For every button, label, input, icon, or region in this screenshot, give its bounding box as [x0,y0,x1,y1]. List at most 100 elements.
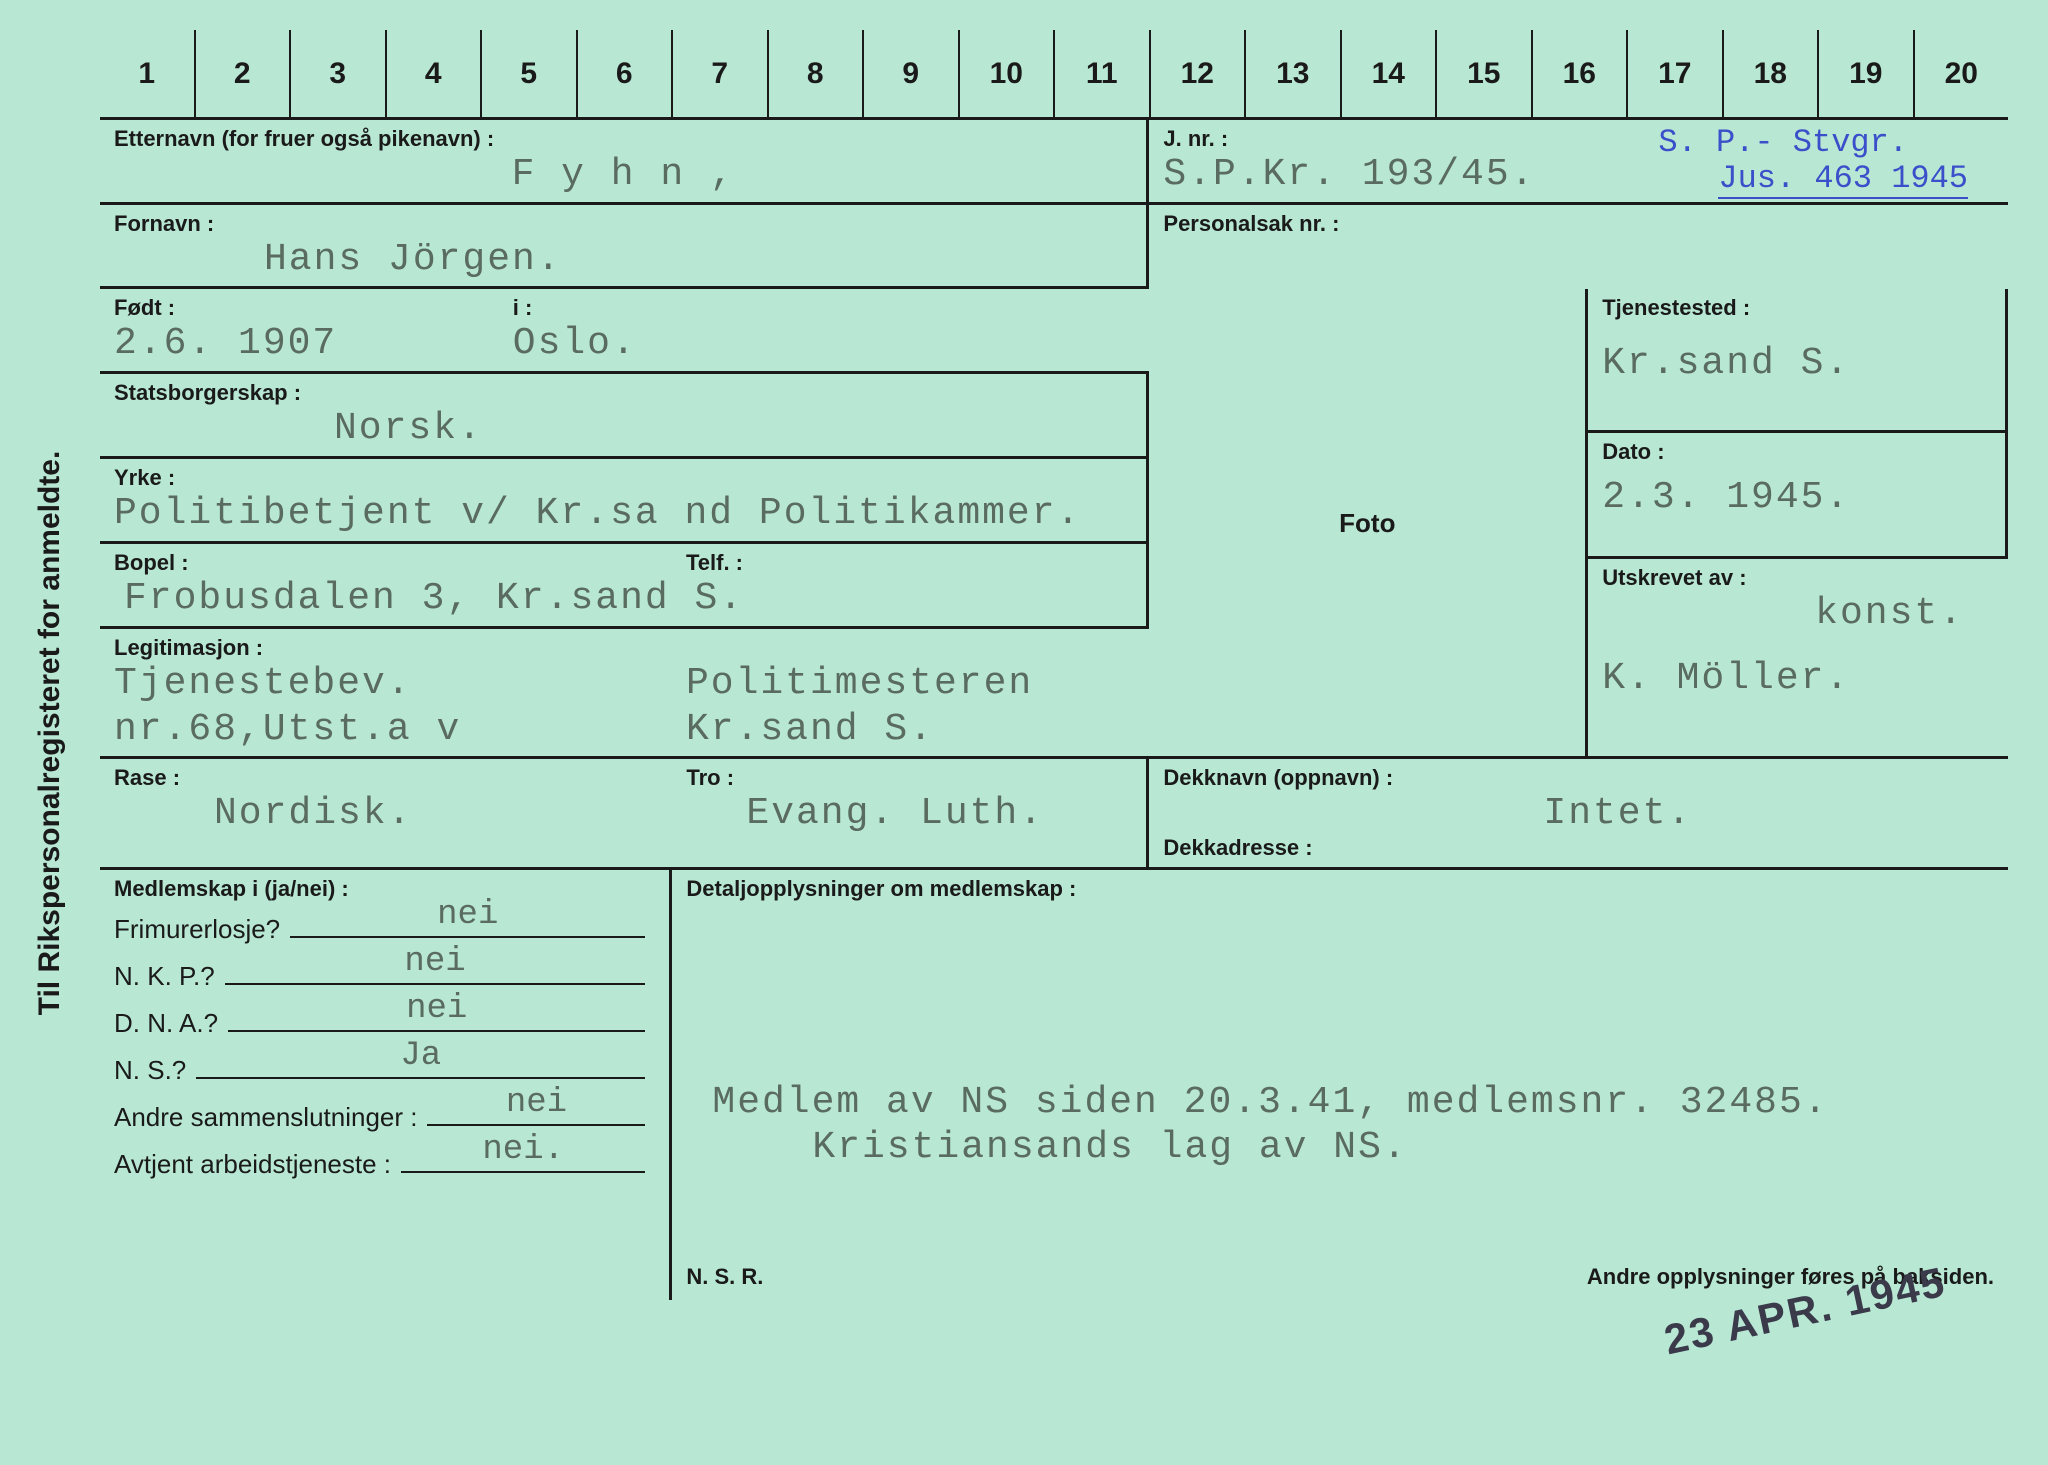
value-rase: Nordisk. [114,791,658,837]
membership-line: nei [225,983,646,985]
ruler-cell: 7 [671,30,767,117]
label-telf: Telf. : [686,550,743,576]
membership-row: N. S.? Ja [100,1047,669,1094]
label-legit: Legitimasjon : [114,635,1135,661]
field-dato: Dato : 2.3. 1945. [1588,433,2008,558]
field-personalsak: Personalsak nr. : [1149,205,2008,290]
value-dato: 2.3. 1945. [1602,465,1991,521]
label-stats: Statsborgerskap : [114,380,1132,406]
ruler-cell: 1 [100,30,194,117]
membership-row: D. N. A.? nei [100,1000,669,1047]
field-bopel: Bopel : Telf. : Frobusdalen 3, Kr.sand S… [100,544,1149,629]
value-etternavn: F y h n , [114,152,1132,198]
label-i: i : [513,295,1136,321]
label-yrke: Yrke : [114,465,1132,491]
membership-value: nei. [482,1131,564,1169]
label-medlemskap: Medlemskap i (ja/nei) : [114,876,655,902]
left-column: Født : 2.6. 1907 i : Oslo. Statsborgersk… [100,289,1149,759]
field-tro: Tro : Evang. Luth. [672,759,1149,870]
ruler-row: 1234567891011121314151617181920 [100,30,2008,120]
ruler-cell: 8 [767,30,863,117]
label-fodt: Født : [114,295,485,321]
side-title: Til Rikspersonalregisteret for anmeldte. [33,450,67,1015]
value-utsk2: K. Möller. [1602,636,1994,702]
field-tjen: Tjenestested : Kr.sand S. [1588,289,2008,433]
field-jnr: J. nr. : S.P.Kr. 193/45. S. P.- Stvgr. J… [1149,120,2008,205]
ruler-cell: 10 [958,30,1054,117]
field-detalj: Detaljopplysninger om medlemskap : Medle… [672,870,2008,1300]
label-dekkadresse: Dekkadresse : [1163,835,1312,861]
membership-line: nei [290,936,645,938]
membership-line: Ja [196,1077,645,1079]
right-column: Tjenestested : Kr.sand S. Dato : 2.3. 19… [1588,289,2008,759]
membership-line: nei [228,1030,645,1032]
label-nsr: N. S. R. [686,1264,763,1290]
field-fornavn: Fornavn : Hans Jörgen. [100,205,1149,290]
membership-row: Andre sammenslutninger : nei [100,1094,669,1141]
value-utsk1: konst. [1602,591,1994,637]
membership-value: nei [506,1084,567,1122]
field-yrke: Yrke : Politibetjent v/ Kr.sa nd Politik… [100,459,1149,544]
ruler-cell: 6 [576,30,672,117]
stamp-blue-2: Jus. 463 1945 [1718,160,1968,199]
field-i: i : Oslo. [499,289,1150,374]
field-foto: Foto [1149,289,1588,759]
row-fornavn-pers: Fornavn : Hans Jörgen. Personalsak nr. : [100,205,2008,290]
ruler-cell: 4 [385,30,481,117]
ruler-cell: 16 [1531,30,1627,117]
field-dekk: Dekknavn (oppnavn) : Intet. Dekkadresse … [1149,759,2008,870]
row-main-grid: Født : 2.6. 1907 i : Oslo. Statsborgersk… [100,289,2008,759]
field-membership: Medlemskap i (ja/nei) : Frimurerlosje? ne… [100,870,672,1300]
label-rase: Rase : [114,765,658,791]
value-bopel: Frobusdalen 3, Kr.sand S. [114,576,1132,622]
membership-label: D. N. A.? [114,1008,218,1039]
ruler-cell: 3 [289,30,385,117]
membership-label: Frimurerlosje? [114,914,280,945]
row-rase-tro-dekk: Rase : Nordisk. Tro : Evang. Luth. Dekkn… [100,759,2008,870]
field-rase: Rase : Nordisk. [100,759,672,870]
field-legit: Legitimasjon : Tjenestebev. nr.68,Utst.a… [100,629,1149,759]
value-fodt: 2.6. 1907 [114,321,485,367]
value-tjen: Kr.sand S. [1602,321,1991,387]
membership-label: N. K. P.? [114,961,215,992]
membership-row: N. K. P.? nei [100,953,669,1000]
field-etternavn: Etternavn (for fruer også pikenavn) : F … [100,120,1149,205]
label-dato: Dato : [1602,439,1991,465]
membership-label: Andre sammenslutninger : [114,1102,417,1133]
label-fornavn: Fornavn : [114,211,1132,237]
stamp-blue-1: S. P.- Stvgr. [1658,124,1908,161]
ruler-cell: 20 [1913,30,2009,117]
label-foto: Foto [1339,508,1395,539]
label-etternavn: Etternavn (for fruer også pikenavn) : [114,126,1132,152]
membership-row: Avtjent arbeidstjeneste :nei. [100,1141,669,1188]
ruler-cell: 9 [862,30,958,117]
value-i: Oslo. [513,321,1136,367]
label-personalsak: Personalsak nr. : [1163,211,1994,237]
value-tro: Evang. Luth. [686,791,1132,837]
detail-line-2: Kristiansands lag av NS. [712,1125,1968,1171]
field-utsk: Utskrevet av : konst. K. Möller. [1588,559,2008,759]
ruler-cell: 14 [1340,30,1436,117]
value-stats: Norsk. [114,406,1132,452]
ruler-cell: 18 [1722,30,1818,117]
ruler-cell: 13 [1244,30,1340,117]
ruler-cell: 19 [1817,30,1913,117]
ruler-cell: 17 [1626,30,1722,117]
field-fodt: Født : 2.6. 1907 [100,289,499,374]
membership-line: nei [427,1124,645,1126]
membership-value: nei [437,896,498,934]
value-yrke: Politibetjent v/ Kr.sa nd Politikammer. [114,491,1132,537]
label-bopel: Bopel : [114,550,1132,576]
value-legit2: Politimesteren Kr.sand S. [686,661,1135,752]
membership-row: Frimurerlosje? nei [100,906,669,953]
ruler-cell: 2 [194,30,290,117]
field-stats: Statsborgerskap : Norsk. [100,374,1149,459]
ruler-cell: 12 [1149,30,1245,117]
value-legit1: Tjenestebev. nr.68,Utst.a v [114,661,686,752]
ruler-cell: 5 [480,30,576,117]
value-dekk: Intet. [1163,791,1994,837]
membership-label: N. S.? [114,1055,186,1086]
membership-label: Avtjent arbeidstjeneste : [114,1149,391,1180]
membership-value: nei [404,943,465,981]
value-fornavn: Hans Jörgen. [114,237,1132,283]
